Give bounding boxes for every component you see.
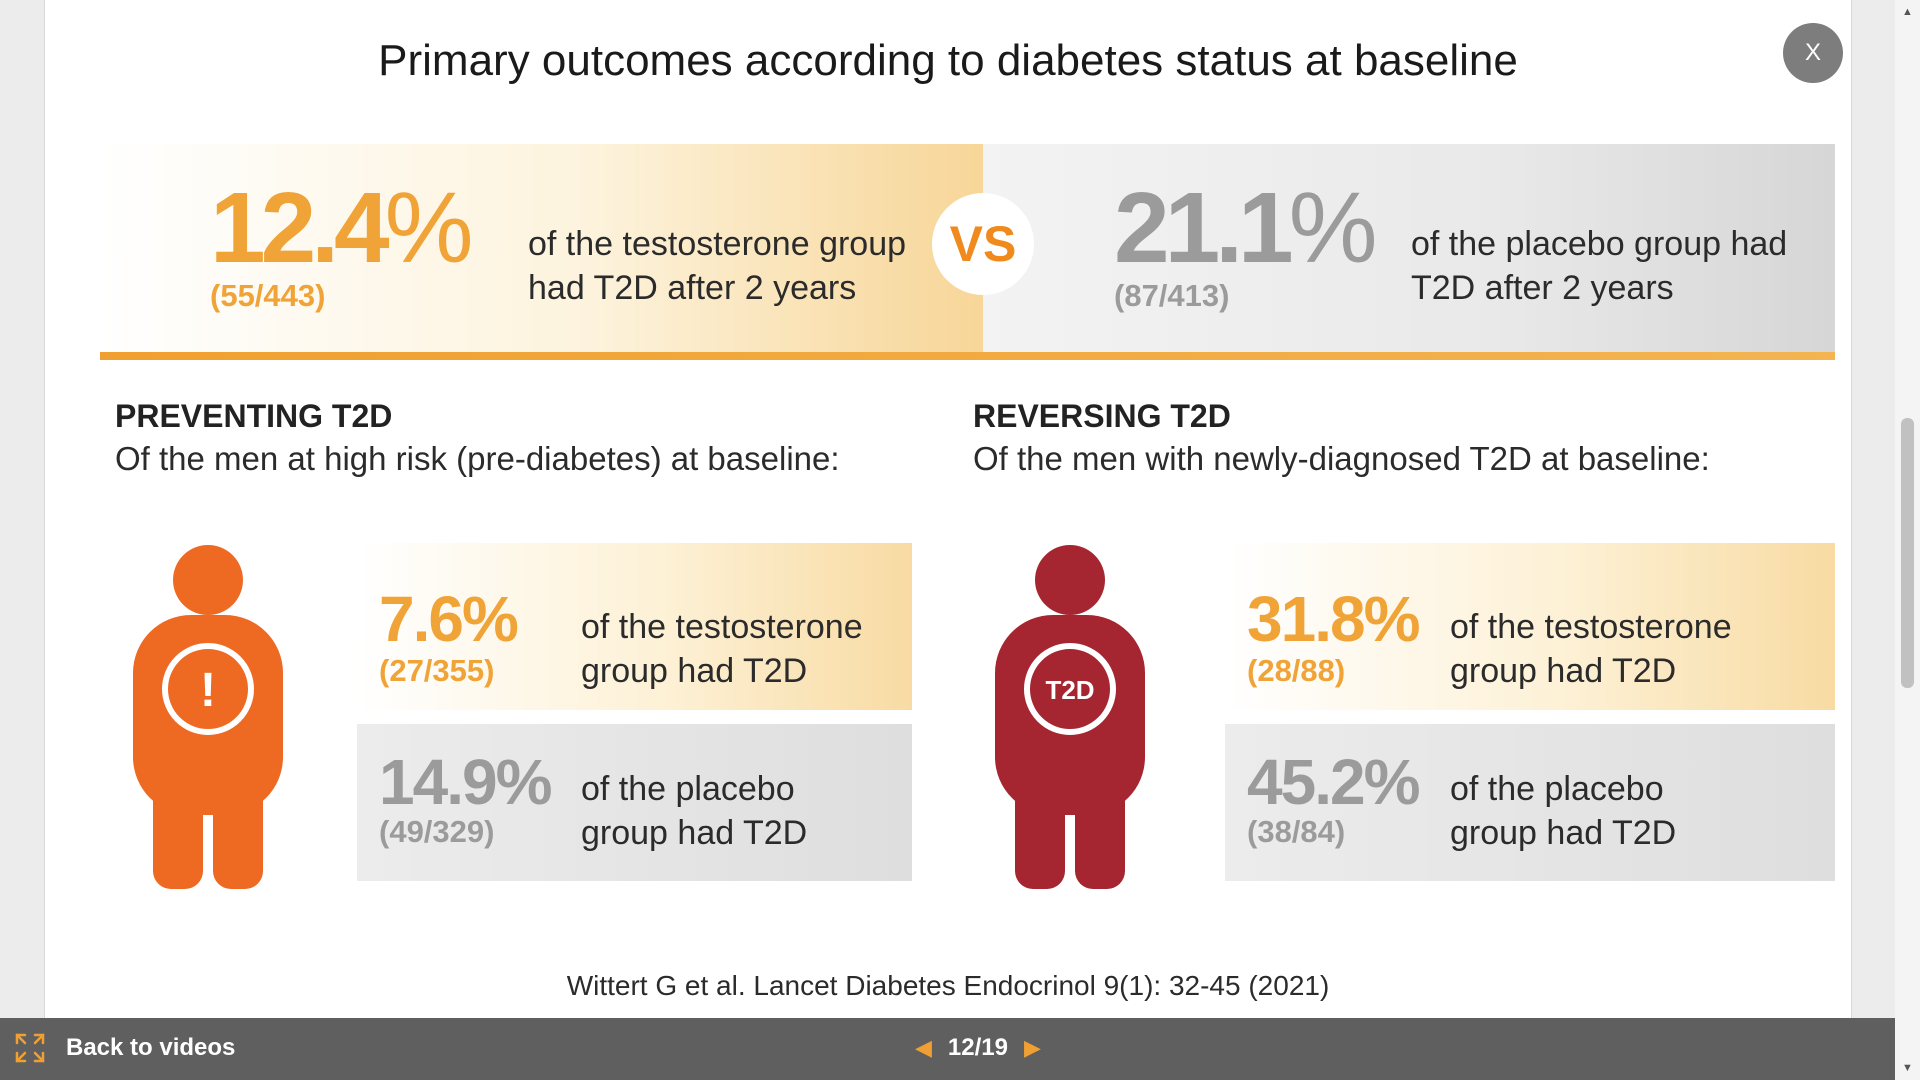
preventing-testosterone-percent: 7.6% [379, 583, 519, 655]
back-to-videos-button[interactable]: Back to videos [14, 1032, 235, 1064]
pager: ◀ 12/19 ▶ [915, 1034, 1041, 1062]
vs-badge: VS [932, 193, 1034, 295]
bottom-bar: Back to videos ◀ 12/19 ▶ [0, 1018, 1895, 1080]
scroll-up-icon[interactable]: ▲ [1902, 6, 1913, 18]
placebo-summary-panel: 21.1% (87/413) of the placebo group had … [983, 144, 1835, 352]
preventing-testosterone-description: of the testosterone group had T2D [581, 608, 863, 690]
page-counter: 12/19 [947, 1034, 1008, 1061]
prev-arrow-icon[interactable]: ◀ [915, 1035, 932, 1060]
reversing-testosterone-fraction: (28/88) [1247, 653, 1346, 688]
expand-icon [15, 1033, 45, 1063]
preventing-heading: PREVENTING T2D [115, 398, 393, 434]
reversing-placebo-description: of the placebo group had T2D [1450, 770, 1677, 852]
vertical-scrollbar[interactable]: ▲ ▼ [1895, 0, 1920, 1080]
preventing-placebo-box: 14.9% (49/329) of the placebo group had … [357, 724, 912, 881]
placebo-overall-fraction: (87/413) [1114, 278, 1230, 313]
person-t2d-icon: T2D [995, 545, 1145, 889]
preventing-testosterone-fraction: (27/355) [379, 653, 495, 688]
back-to-videos-label: Back to videos [66, 1034, 236, 1061]
placebo-overall-description: of the placebo group had T2D after 2 yea… [1411, 225, 1788, 307]
testosterone-overall-percent: 12.4% [210, 172, 474, 284]
testosterone-overall-description: of the testosterone group had T2D after … [528, 225, 907, 307]
placebo-overall-percent: 21.1% [1114, 172, 1378, 284]
close-button[interactable]: X [1783, 23, 1843, 83]
preventing-testosterone-box: 7.6% (27/355) of the testosterone group … [357, 543, 912, 710]
next-arrow-icon[interactable]: ▶ [1023, 1035, 1041, 1060]
preventing-placebo-percent: 14.9% [379, 746, 552, 818]
person-alert-icon: ! [133, 545, 283, 889]
divider [100, 352, 1835, 360]
reversing-placebo-percent: 45.2% [1247, 746, 1420, 818]
t2d-mark: T2D [1045, 675, 1094, 705]
reversing-placebo-box: 45.2% (38/84) of the placebo group had T… [1225, 724, 1835, 881]
preventing-placebo-fraction: (49/329) [379, 814, 495, 849]
citation: Wittert G et al. Lancet Diabetes Endocri… [566, 970, 1330, 1001]
preventing-subheading: Of the men at high risk (pre-diabetes) a… [115, 440, 840, 477]
reversing-testosterone-percent: 31.8% [1247, 583, 1420, 655]
reversing-testosterone-description: of the testosterone group had T2D [1450, 608, 1732, 690]
scroll-down-icon[interactable]: ▼ [1902, 1062, 1913, 1074]
reversing-placebo-fraction: (38/84) [1247, 814, 1346, 849]
scroll-thumb[interactable] [1901, 418, 1914, 688]
preventing-placebo-description: of the placebo group had T2D [581, 770, 808, 852]
alert-mark: ! [200, 664, 216, 717]
testosterone-overall-fraction: (55/443) [210, 278, 326, 313]
reversing-testosterone-box: 31.8% (28/88) of the testosterone group … [1225, 543, 1835, 710]
slide: Primary outcomes according to diabetes s… [44, 0, 1852, 1018]
reversing-subheading: Of the men with newly-diagnosed T2D at b… [973, 440, 1710, 477]
reversing-heading: REVERSING T2D [973, 398, 1231, 434]
slide-title: Primary outcomes according to diabetes s… [378, 36, 1518, 85]
testosterone-summary-panel: 12.4% (55/443) of the testosterone group… [100, 144, 983, 352]
